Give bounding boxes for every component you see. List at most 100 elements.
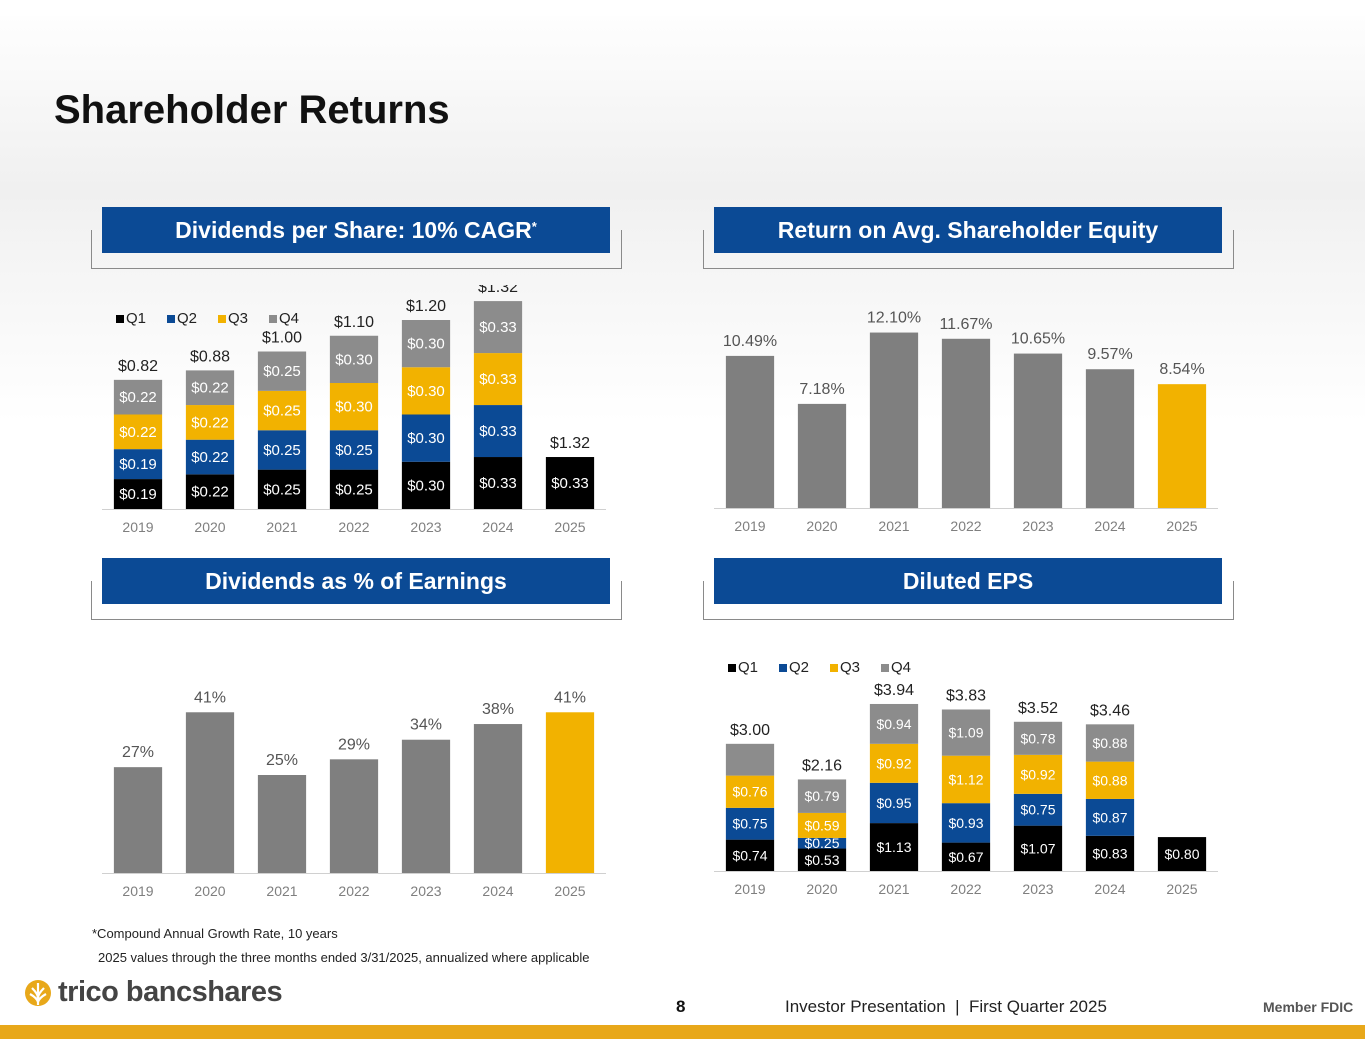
dps-header-marker: * [531, 218, 537, 234]
company-logo: trico bancshares [24, 976, 283, 1009]
dividends-per-share-chart: Q1 Q2 Q3 Q4 $0.19 $0.19 $0.22 $0.22 $0.82 2019 $0.… [102, 285, 606, 535]
x-tick-2022: 2022 [338, 519, 369, 535]
data-label-2023: 34% [410, 717, 442, 734]
bar-q1-2019 [113, 479, 163, 509]
bar-q2-2022 [941, 803, 991, 843]
bar-q3-2024 [473, 353, 523, 406]
x-tick-2021: 2021 [266, 519, 297, 535]
data-label-q2-2019: $0.19 [119, 456, 157, 473]
data-label-q4-2024: $0.33 [479, 319, 517, 336]
bar-q4-2019 [113, 379, 163, 415]
data-label-q1-2023: $0.30 [407, 477, 445, 494]
data-label-q2-2024: $0.87 [1092, 809, 1127, 825]
total-label-2025: $1.32 [550, 435, 590, 452]
total-label-2020: $2.16 [802, 757, 842, 774]
bar-q1-2020 [797, 848, 847, 871]
data-label-q1-2023: $1.07 [1020, 840, 1055, 856]
data-label-q4-2023: $0.78 [1020, 730, 1055, 746]
x-tick-2024: 2024 [1094, 518, 1125, 534]
total-label-2022: $1.10 [334, 314, 374, 331]
data-label-q1-2024: $0.33 [479, 475, 517, 492]
bar-q2-2020 [185, 439, 235, 475]
bar-2025 [1157, 384, 1207, 508]
x-tick-2024: 2024 [482, 519, 513, 535]
bar-q3-2019 [725, 775, 775, 808]
bar-2022 [941, 338, 991, 508]
data-label-q1-2025: $0.33 [551, 475, 589, 492]
legend-label-q4: Q4 [891, 659, 911, 676]
return-on-equity-chart: 10.49% 2019 7.18% 2020 12.10% 2021 11.67% 2022 1… [714, 310, 1218, 534]
dps-header-title: Dividends per Share: 10% CAGR [175, 216, 532, 243]
bar-q3-2022 [329, 383, 379, 431]
legend-swatch-q1 [728, 664, 736, 672]
data-label-q1-2022: $0.67 [948, 849, 983, 865]
x-tick-2019: 2019 [734, 881, 765, 897]
bar-q4-2023 [401, 320, 451, 368]
data-label-2025: 41% [554, 689, 586, 706]
x-tick-2019: 2019 [734, 518, 765, 534]
data-label-q4-2022: $0.30 [335, 351, 373, 368]
bar-q4-2023 [1013, 721, 1063, 755]
x-tick-2019: 2019 [122, 883, 153, 899]
bar-q4-2020 [185, 370, 235, 406]
bar-q1-2021 [257, 469, 307, 509]
bar-q3-2023 [1013, 754, 1063, 794]
company-name: trico bancshares [58, 976, 283, 1008]
bar-q2-2022 [329, 430, 379, 470]
legend-swatch-q1 [116, 315, 124, 323]
data-label-q3-2023: $0.92 [1020, 766, 1055, 782]
bar-2020 [185, 712, 235, 873]
x-tick-2021: 2021 [266, 883, 297, 899]
x-tick-2021: 2021 [878, 518, 909, 534]
x-tick-2025: 2025 [554, 519, 585, 535]
payout-panel-frame [91, 581, 622, 620]
data-label-q2-2019: $0.75 [732, 816, 767, 832]
bar-q2-2020 [797, 837, 847, 849]
legend-label-q1: Q1 [738, 659, 758, 676]
diluted-eps-chart: Q1 Q2 Q3 Q4$0.74$0.75$0.76$3.002019$0.53$0.… [714, 659, 1218, 897]
bar-q2-2019 [725, 807, 775, 840]
legend-swatch-q3 [218, 315, 226, 323]
data-label-2019: 10.49% [723, 333, 777, 350]
bar-q3-2020 [797, 812, 847, 838]
data-label-q3-2020: $0.59 [804, 817, 839, 833]
bar-2021 [257, 775, 307, 873]
data-label-q2-2024: $0.33 [479, 423, 517, 440]
x-tick-2021: 2021 [878, 881, 909, 897]
legend-swatch-q2 [779, 664, 787, 672]
bar-2020 [797, 403, 847, 508]
total-label-2023: $3.52 [1018, 700, 1058, 717]
bar-q1-2020 [185, 474, 235, 509]
data-label-q3-2022: $1.12 [948, 771, 983, 787]
bar-q3-2023 [401, 367, 451, 415]
data-label-q4-2023: $0.30 [407, 336, 445, 353]
bar-q4-2021 [257, 351, 307, 391]
data-label-q3-2022: $0.30 [335, 399, 373, 416]
data-label-q1-2024: $0.83 [1092, 845, 1127, 861]
bar-q3-2020 [185, 405, 235, 440]
bar-2023 [1013, 353, 1063, 508]
legend-label-q2: Q2 [177, 310, 197, 327]
eps-header-title: Diluted EPS [902, 567, 1034, 594]
legend-swatch-q3 [830, 664, 838, 672]
data-label-q1-2025: $0.80 [1164, 846, 1199, 862]
x-tick-2024: 2024 [1094, 881, 1125, 897]
total-label-2022: $3.83 [946, 687, 986, 704]
total-label-2019: $0.82 [118, 358, 158, 375]
legend-label-q3: Q3 [840, 659, 860, 676]
bar-q1-2024 [1085, 835, 1135, 871]
data-label-q3-2021: $0.92 [876, 755, 911, 771]
data-label-q3-2024: $0.33 [479, 371, 517, 388]
bar-q4-2019 [725, 743, 775, 776]
data-label-q4-2019: $0.22 [119, 389, 157, 406]
bar-q4-2024 [473, 301, 523, 354]
data-label-q2-2023: $0.75 [1020, 802, 1055, 818]
payout-panel-header: Dividends as % of Earnings [102, 558, 610, 604]
data-label-q3-2020: $0.22 [191, 414, 229, 431]
bar-q4-2022 [941, 709, 991, 756]
data-label-q2-2021: $0.25 [263, 442, 301, 459]
legend-swatch-q4 [269, 315, 277, 323]
x-tick-2025: 2025 [554, 883, 585, 899]
bar-q4-2020 [797, 779, 847, 813]
bar-q1-2021 [869, 823, 919, 871]
